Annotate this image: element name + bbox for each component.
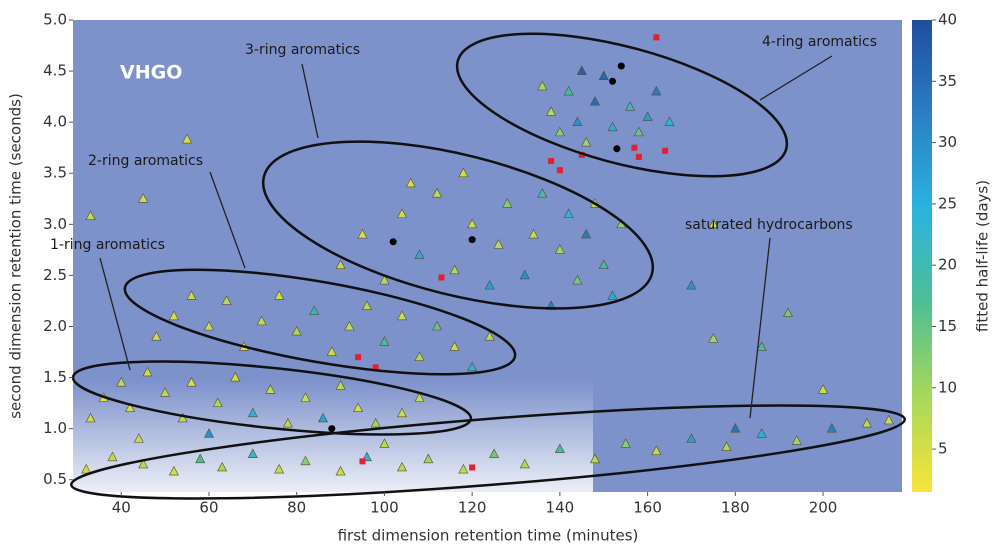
square-point [557, 167, 563, 173]
x-tick-label: 40 [112, 499, 131, 517]
region-label: 2-ring aromatics [88, 153, 203, 169]
colorbar-tick-label: 20 [938, 256, 957, 274]
y-tick-label: 5.0 [43, 11, 67, 29]
colorbar-tick-label: 30 [938, 133, 957, 151]
sample-label: VHGO [120, 62, 182, 84]
y-tick-label: 4.0 [43, 113, 67, 131]
y-tick-label: 1.5 [43, 368, 67, 386]
y-axis-label: second dimension retention time (seconds… [7, 93, 25, 419]
background-smear [73, 380, 593, 492]
y-tick-label: 2.5 [43, 266, 67, 284]
y-tick-label: 3.5 [43, 164, 67, 182]
circle-point [390, 238, 397, 245]
colorbar-tick-label: 5 [938, 440, 948, 458]
square-point [631, 145, 637, 151]
y-tick-label: 3.0 [43, 215, 67, 233]
colorbar-tick-label: 10 [938, 378, 957, 396]
x-tick-label: 140 [546, 499, 575, 517]
region-label: 1-ring aromatics [50, 237, 165, 253]
colorbar [912, 20, 932, 492]
square-point [438, 274, 444, 280]
colorbar-label: fitted half-life (days) [974, 180, 992, 332]
region-label: 3-ring aromatics [245, 42, 360, 58]
colorbar-tick-label: 40 [938, 11, 957, 29]
circle-point [469, 236, 476, 243]
y-tick-label: 1.0 [43, 419, 67, 437]
square-point [469, 464, 475, 470]
x-tick-label: 100 [370, 499, 399, 517]
colorbar-tick-label: 35 [938, 72, 957, 90]
circle-point [609, 78, 616, 85]
square-point [653, 34, 659, 40]
region-label: 4-ring aromatics [762, 34, 877, 50]
square-point [636, 154, 642, 160]
circle-point [328, 425, 335, 432]
y-tick-label: 0.5 [43, 470, 67, 488]
square-point [355, 354, 361, 360]
circle-point [618, 62, 625, 69]
region-label: saturated hydrocarbons [685, 217, 853, 233]
y-tick-label: 2.0 [43, 317, 67, 335]
colorbar-tick-label: 15 [938, 317, 957, 335]
x-tick-label: 80 [287, 499, 306, 517]
x-tick-label: 200 [809, 499, 838, 517]
x-tick-label: 60 [199, 499, 218, 517]
x-axis-label: first dimension retention time (minutes) [338, 527, 639, 545]
x-tick-label: 180 [721, 499, 750, 517]
square-point [359, 458, 365, 464]
chart: VHGO 1-ring aromatics 2-ring aromatics 3… [0, 0, 996, 548]
colorbar-tick-label: 25 [938, 194, 957, 212]
x-tick-label: 120 [458, 499, 487, 517]
square-point [548, 158, 554, 164]
circle-point [613, 145, 620, 152]
y-tick-label: 4.5 [43, 62, 67, 80]
x-tick-label: 160 [633, 499, 662, 517]
square-point [662, 148, 668, 154]
